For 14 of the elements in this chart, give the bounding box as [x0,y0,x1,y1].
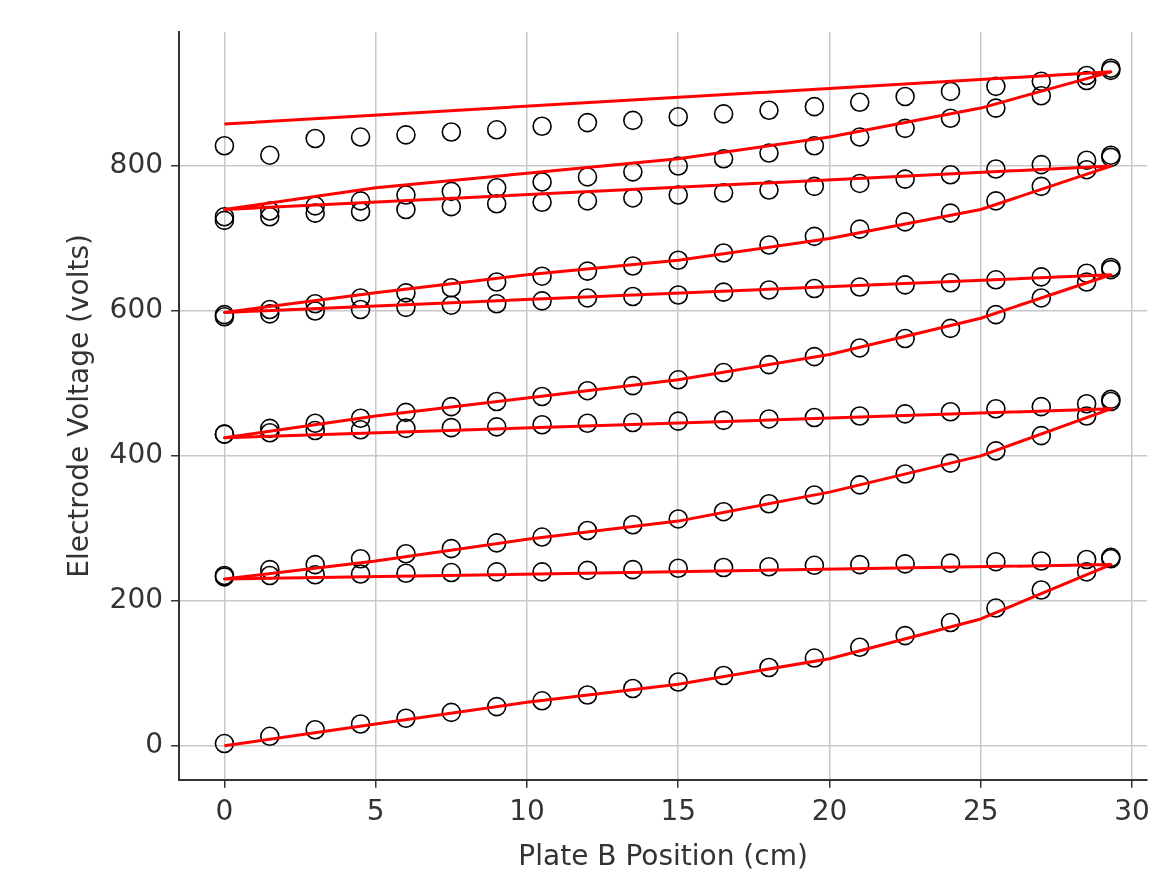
y-tick-label: 200 [109,582,164,616]
y-axis-title: Electrode Voltage (volts) [62,233,96,578]
x-axis-title: Plate B Position (cm) [518,839,808,873]
x-tick-label: 15 [660,793,697,827]
y-tick-label: 400 [109,437,164,471]
x-tick-label: 10 [509,793,545,827]
x-tick-label: 20 [811,793,848,827]
y-tick-label: 600 [109,292,164,326]
x-tick-label: 0 [215,793,234,827]
x-tick-label: 30 [1114,793,1150,827]
x-tick-label: 25 [962,793,999,827]
x-tick-label: 5 [366,793,385,827]
y-tick-label: 0 [145,727,164,761]
y-tick-label: 800 [109,147,164,181]
